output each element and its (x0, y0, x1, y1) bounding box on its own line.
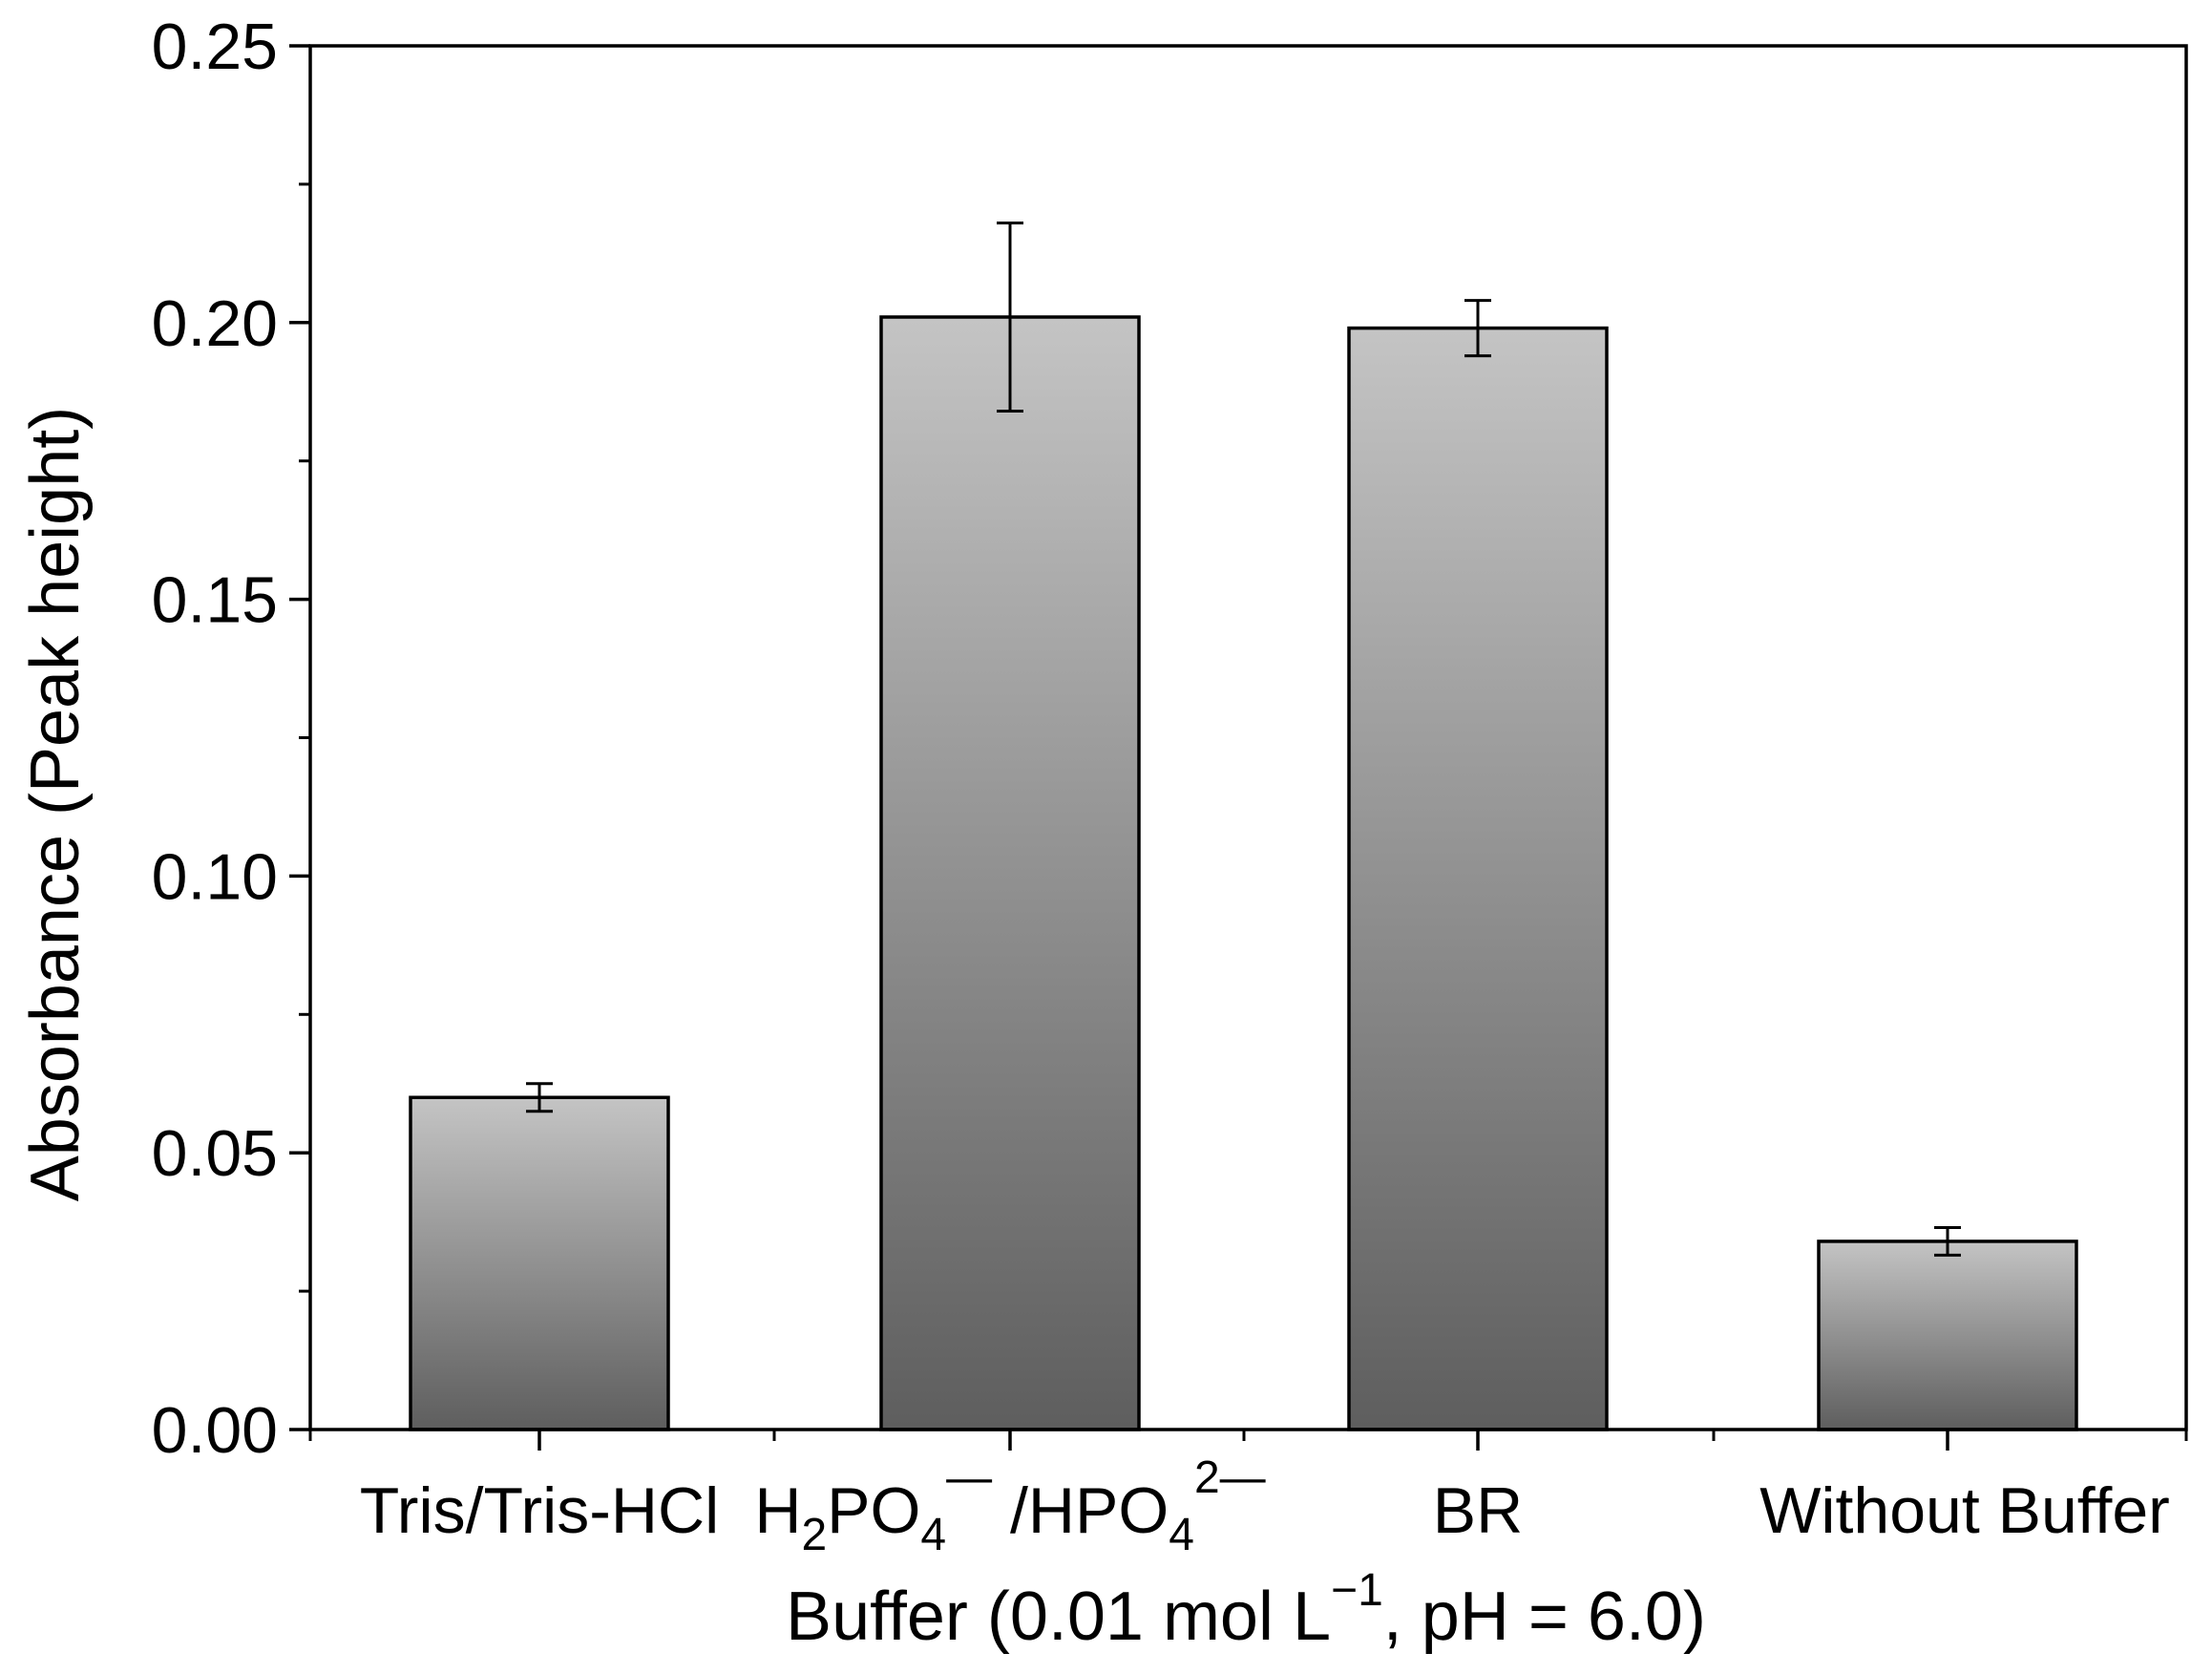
category-label-br: BR (1433, 1474, 1523, 1547)
category-label-phosphate: H2PO4— /HPO42— (754, 1452, 1265, 1560)
error-bar-4 (1934, 1225, 1961, 1257)
y-axis-title: Absorbance (Peak height) (17, 407, 94, 1202)
phos-mid: /HPO (992, 1474, 1169, 1547)
x-axis-title-main: Buffer (0.01 mol L (786, 1579, 1331, 1655)
y-tick-label-1: 0.05 (152, 1117, 278, 1190)
bar-4 (1817, 1240, 2078, 1431)
y-tick-label-3: 0.15 (152, 564, 278, 637)
phos-sup1: — (946, 1452, 992, 1503)
x-axis-title-sup: −1 (1331, 1565, 1383, 1616)
phos-sup2: 2— (1194, 1452, 1266, 1503)
phos-sub3: 4 (1169, 1510, 1194, 1560)
phos-h: H (754, 1474, 801, 1547)
y-tick-label-5: 0.25 (152, 11, 278, 83)
bar-2 (879, 315, 1141, 1431)
y-tick-label-2: 0.10 (152, 840, 278, 913)
category-label-without-buffer: Without Buffer (1759, 1474, 2170, 1547)
phos-sub2: 4 (920, 1510, 946, 1560)
phos-po: PO (827, 1474, 920, 1547)
category-label-tris: Tris/Tris-HCl (360, 1474, 719, 1547)
error-bar-2 (997, 221, 1023, 413)
y-tick-label-4: 0.20 (152, 287, 278, 360)
error-bar-3 (1464, 299, 1491, 358)
error-bar-1 (526, 1082, 553, 1113)
x-axis-title: Buffer (0.01 mol L−1, pH = 6.0) (786, 1565, 1706, 1655)
phos-sub1: 2 (801, 1510, 827, 1560)
bar-3 (1347, 326, 1609, 1431)
y-tick-label-0: 0.00 (152, 1394, 278, 1467)
bar-1 (409, 1095, 670, 1431)
x-axis-title-tail: , pH = 6.0) (1383, 1579, 1706, 1655)
